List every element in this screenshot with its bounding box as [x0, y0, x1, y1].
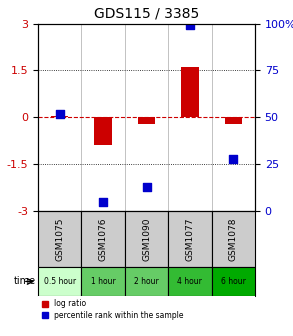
FancyBboxPatch shape	[38, 267, 81, 296]
Bar	[51, 116, 69, 117]
Text: GSM1078: GSM1078	[229, 217, 238, 261]
Text: 4 hour: 4 hour	[178, 277, 202, 286]
Text: GSM1077: GSM1077	[185, 217, 194, 261]
Text: GSM1076: GSM1076	[99, 217, 108, 261]
FancyBboxPatch shape	[38, 211, 81, 267]
FancyBboxPatch shape	[125, 267, 168, 296]
Point	[231, 156, 236, 161]
Text: 2 hour: 2 hour	[134, 277, 159, 286]
Legend: log ratio, percentile rank within the sample: log ratio, percentile rank within the sa…	[42, 299, 184, 320]
Title: GDS115 / 3385: GDS115 / 3385	[94, 7, 199, 21]
Text: 0.5 hour: 0.5 hour	[44, 277, 76, 286]
FancyBboxPatch shape	[125, 211, 168, 267]
Point	[188, 23, 192, 28]
FancyBboxPatch shape	[168, 267, 212, 296]
Bar	[181, 67, 199, 117]
Text: 6 hour: 6 hour	[221, 277, 246, 286]
Text: GSM1090: GSM1090	[142, 217, 151, 261]
Text: 1 hour: 1 hour	[91, 277, 115, 286]
Point	[144, 184, 149, 190]
Bar	[224, 117, 242, 124]
Bar	[138, 117, 155, 124]
Bar	[94, 117, 112, 145]
FancyBboxPatch shape	[168, 211, 212, 267]
Text: time: time	[14, 277, 36, 287]
FancyBboxPatch shape	[81, 267, 125, 296]
Point	[101, 199, 105, 204]
FancyBboxPatch shape	[212, 211, 255, 267]
FancyBboxPatch shape	[81, 211, 125, 267]
Text: GSM1075: GSM1075	[55, 217, 64, 261]
Point	[57, 111, 62, 116]
FancyBboxPatch shape	[212, 267, 255, 296]
